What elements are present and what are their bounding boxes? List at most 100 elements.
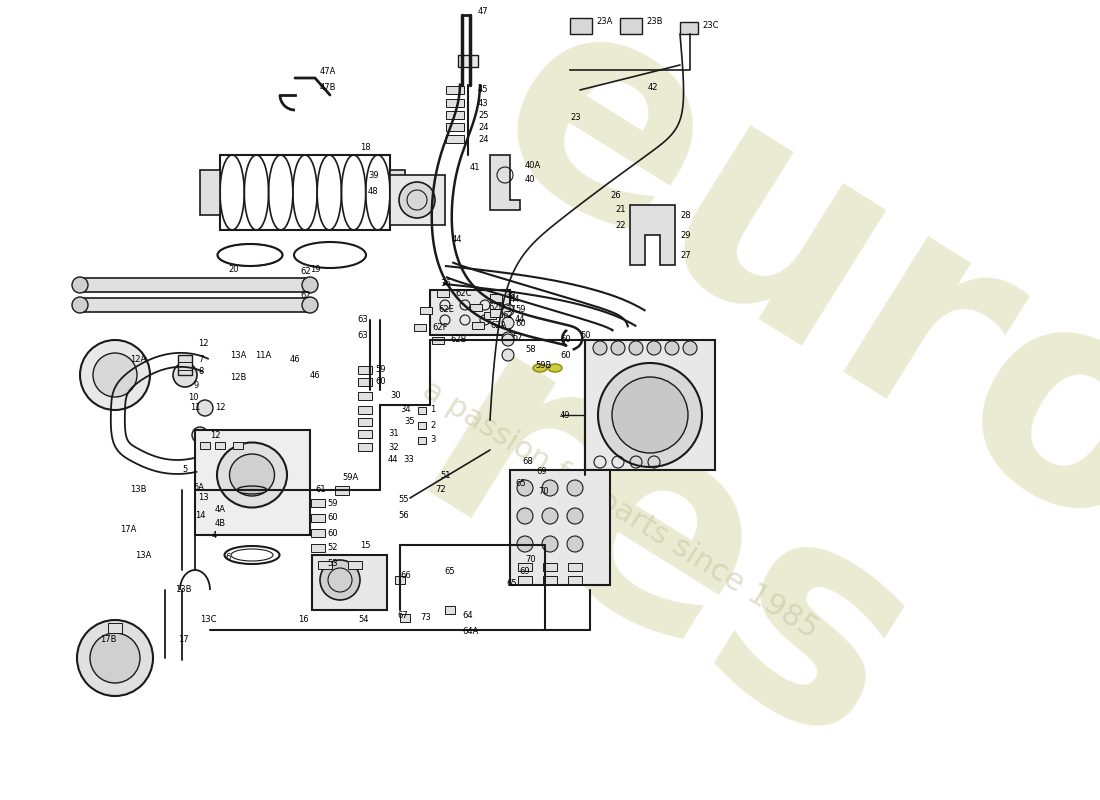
Bar <box>446 111 464 119</box>
Text: 9: 9 <box>192 381 198 390</box>
Text: 44: 44 <box>388 455 398 465</box>
Text: 60: 60 <box>375 378 386 386</box>
Text: 8: 8 <box>198 367 204 377</box>
Text: euro
res: euro res <box>271 0 1100 800</box>
Bar <box>472 322 484 329</box>
Text: 12B: 12B <box>230 374 246 382</box>
Ellipse shape <box>548 364 562 372</box>
Bar <box>430 290 510 335</box>
Text: 20: 20 <box>228 266 239 274</box>
Text: 59: 59 <box>515 306 526 314</box>
Bar <box>336 486 349 494</box>
Circle shape <box>502 317 514 329</box>
Bar <box>312 555 387 610</box>
Circle shape <box>542 480 558 496</box>
Text: 61: 61 <box>315 486 326 494</box>
Text: 52: 52 <box>327 543 338 553</box>
Text: 18: 18 <box>360 143 371 153</box>
Text: 23: 23 <box>570 114 581 122</box>
Text: 40: 40 <box>525 175 536 185</box>
Text: 50: 50 <box>580 330 591 339</box>
Text: 62B: 62B <box>450 335 466 345</box>
Text: 42: 42 <box>648 83 659 93</box>
Bar <box>543 563 557 571</box>
Text: 23C: 23C <box>702 21 718 30</box>
Bar <box>195 430 310 535</box>
Bar <box>570 18 592 34</box>
Text: a passion for parts since 1985: a passion for parts since 1985 <box>417 375 823 645</box>
Text: 57: 57 <box>512 334 522 342</box>
Text: 60: 60 <box>515 318 526 327</box>
Text: 41: 41 <box>470 163 481 173</box>
Bar <box>484 311 496 318</box>
Text: 44: 44 <box>515 315 526 325</box>
Text: 69: 69 <box>536 467 547 477</box>
Circle shape <box>197 400 213 416</box>
Text: 30: 30 <box>390 391 400 401</box>
Text: 45: 45 <box>478 86 488 94</box>
Text: 62: 62 <box>300 290 310 299</box>
Text: 72: 72 <box>434 486 446 494</box>
Text: 13C: 13C <box>200 615 217 625</box>
Text: 5A: 5A <box>192 482 204 491</box>
Bar <box>200 170 220 215</box>
Bar <box>543 576 557 584</box>
Bar <box>80 278 310 292</box>
Bar <box>358 378 372 386</box>
Text: 28: 28 <box>680 210 691 219</box>
Bar <box>200 442 210 449</box>
Circle shape <box>302 277 318 293</box>
Text: 65: 65 <box>444 567 454 577</box>
Bar <box>108 623 122 633</box>
Text: 26: 26 <box>610 190 620 199</box>
Circle shape <box>593 341 607 355</box>
Text: 29: 29 <box>680 230 691 239</box>
Bar <box>446 606 455 614</box>
Text: 6: 6 <box>226 554 230 562</box>
Bar <box>620 18 642 34</box>
Text: 12: 12 <box>214 403 225 413</box>
Circle shape <box>94 353 138 397</box>
Circle shape <box>173 363 197 387</box>
Text: 62D: 62D <box>488 302 505 311</box>
Text: 1: 1 <box>430 406 436 414</box>
Bar <box>432 337 444 343</box>
Text: 11A: 11A <box>255 350 272 359</box>
Circle shape <box>666 341 679 355</box>
Bar <box>311 544 324 552</box>
Circle shape <box>542 508 558 524</box>
Text: 70: 70 <box>538 487 549 497</box>
Circle shape <box>629 341 644 355</box>
Circle shape <box>502 332 514 344</box>
Circle shape <box>566 536 583 552</box>
Text: 4A: 4A <box>214 506 225 514</box>
Text: 3: 3 <box>430 435 436 445</box>
Text: 13A: 13A <box>230 350 246 359</box>
Text: 14: 14 <box>195 510 206 519</box>
Bar <box>311 529 324 537</box>
Bar <box>395 576 405 584</box>
Text: 69: 69 <box>519 567 529 577</box>
Text: 32: 32 <box>388 442 398 451</box>
Text: 7: 7 <box>198 355 204 365</box>
Ellipse shape <box>236 486 267 494</box>
Text: 37: 37 <box>505 306 516 314</box>
Bar <box>490 309 502 317</box>
Text: 62: 62 <box>502 310 513 319</box>
Text: 13B: 13B <box>175 586 191 594</box>
Text: 63: 63 <box>358 330 367 339</box>
Bar <box>446 123 464 131</box>
Bar <box>358 430 372 438</box>
Text: 48: 48 <box>368 187 378 197</box>
Bar <box>568 576 582 584</box>
Bar <box>348 561 362 569</box>
Text: 21: 21 <box>615 206 626 214</box>
Circle shape <box>77 620 153 696</box>
Bar <box>446 99 464 107</box>
Text: 33: 33 <box>403 455 414 465</box>
Text: 59: 59 <box>327 498 338 507</box>
Circle shape <box>612 377 688 453</box>
Text: 24: 24 <box>478 134 488 143</box>
Bar <box>220 155 390 230</box>
Text: 43: 43 <box>478 98 488 107</box>
